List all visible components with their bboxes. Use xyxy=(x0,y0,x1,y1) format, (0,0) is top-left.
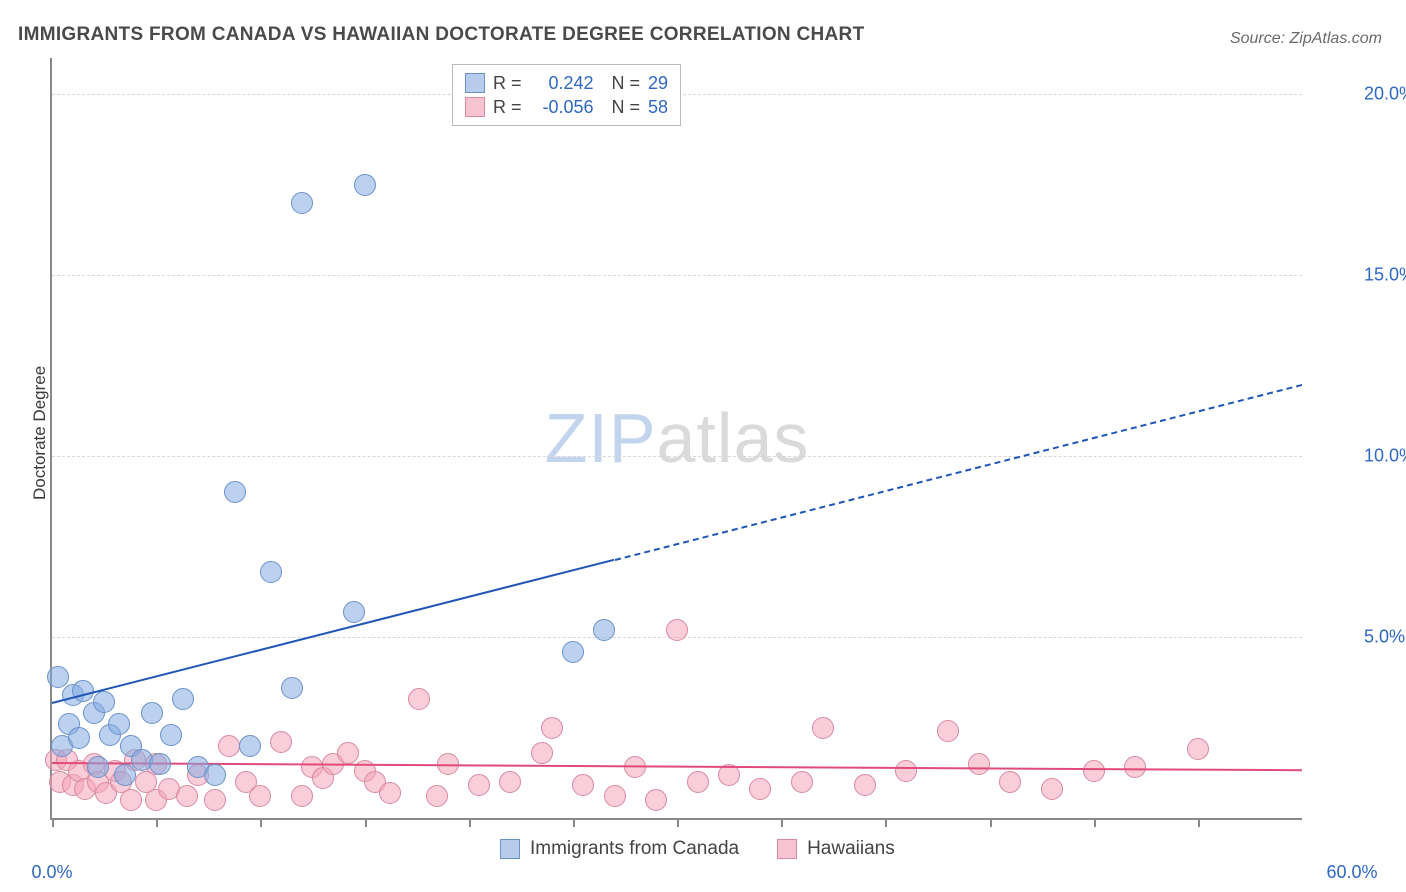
data-point xyxy=(645,789,667,811)
y-tick-label: 15.0% xyxy=(1364,265,1406,286)
data-point xyxy=(291,785,313,807)
legend-swatch xyxy=(500,839,520,859)
data-point xyxy=(999,771,1021,793)
source-label: Source: ZipAtlas.com xyxy=(1230,30,1382,48)
data-point xyxy=(749,778,771,800)
data-point xyxy=(68,727,90,749)
data-point xyxy=(224,481,246,503)
legend-swatch xyxy=(465,73,485,93)
correlation-legend: R = 0.242 N = 29 R = -0.056 N = 58 xyxy=(452,64,681,126)
legend-label: Immigrants from Canada xyxy=(530,838,739,860)
watermark: ZIPatlas xyxy=(545,398,810,478)
data-point xyxy=(1083,760,1105,782)
data-point xyxy=(379,782,401,804)
x-tick xyxy=(469,818,471,827)
data-point xyxy=(204,789,226,811)
data-point xyxy=(812,717,834,739)
y-axis-label: Doctorate Degree xyxy=(30,366,50,500)
data-point xyxy=(687,771,709,793)
y-tick-label: 5.0% xyxy=(1364,627,1405,648)
data-point xyxy=(149,753,171,775)
data-point xyxy=(172,688,194,710)
n-label: N = xyxy=(612,95,641,119)
data-point xyxy=(87,756,109,778)
data-point xyxy=(270,731,292,753)
trend-line xyxy=(614,384,1302,561)
trend-line xyxy=(52,559,615,704)
data-point xyxy=(291,192,313,214)
x-origin-label: 0.0% xyxy=(31,862,72,883)
data-point xyxy=(854,774,876,796)
gridline xyxy=(52,275,1302,276)
gridline xyxy=(52,456,1302,457)
r-value: 0.242 xyxy=(530,71,594,95)
data-point xyxy=(541,717,563,739)
data-point xyxy=(666,619,688,641)
series-legend: Immigrants from Canada Hawaiians xyxy=(500,838,923,860)
x-tick xyxy=(52,818,54,827)
data-point xyxy=(176,785,198,807)
x-max-label: 60.0% xyxy=(1326,862,1377,883)
data-point xyxy=(791,771,813,793)
data-point xyxy=(531,742,553,764)
data-point xyxy=(562,641,584,663)
data-point xyxy=(204,764,226,786)
data-point xyxy=(499,771,521,793)
x-tick xyxy=(365,818,367,827)
data-point xyxy=(93,691,115,713)
x-tick xyxy=(156,818,158,827)
y-tick-label: 10.0% xyxy=(1364,446,1406,467)
x-tick xyxy=(677,818,679,827)
x-tick xyxy=(781,818,783,827)
data-point xyxy=(468,774,490,796)
x-tick xyxy=(260,818,262,827)
trend-line xyxy=(52,762,1302,771)
data-point xyxy=(968,753,990,775)
data-point xyxy=(108,713,130,735)
data-point xyxy=(120,789,142,811)
data-point xyxy=(895,760,917,782)
data-point xyxy=(218,735,240,757)
n-label: N = xyxy=(612,71,641,95)
data-point xyxy=(593,619,615,641)
data-point xyxy=(239,735,261,757)
data-point xyxy=(354,174,376,196)
data-point xyxy=(160,724,182,746)
x-tick xyxy=(573,818,575,827)
data-point xyxy=(260,561,282,583)
r-label: R = xyxy=(493,95,522,119)
data-point xyxy=(337,742,359,764)
legend-swatch xyxy=(777,839,797,859)
legend-row: R = 0.242 N = 29 xyxy=(465,71,668,95)
data-point xyxy=(47,666,69,688)
x-tick xyxy=(885,818,887,827)
y-tick-label: 20.0% xyxy=(1364,84,1406,105)
legend-label: Hawaiians xyxy=(807,838,895,860)
x-tick xyxy=(990,818,992,827)
data-point xyxy=(604,785,626,807)
r-label: R = xyxy=(493,71,522,95)
data-point xyxy=(281,677,303,699)
data-point xyxy=(1187,738,1209,760)
data-point xyxy=(141,702,163,724)
plot-area: ZIPatlas 5.0%10.0%15.0%20.0%0.0%60.0% xyxy=(50,58,1302,820)
legend-row: R = -0.056 N = 58 xyxy=(465,95,668,119)
chart-title: IMMIGRANTS FROM CANADA VS HAWAIIAN DOCTO… xyxy=(18,24,865,46)
data-point xyxy=(426,785,448,807)
data-point xyxy=(249,785,271,807)
data-point xyxy=(408,688,430,710)
x-tick xyxy=(1094,818,1096,827)
data-point xyxy=(937,720,959,742)
data-point xyxy=(1041,778,1063,800)
r-value: -0.056 xyxy=(530,95,594,119)
legend-swatch xyxy=(465,97,485,117)
data-point xyxy=(343,601,365,623)
x-tick xyxy=(1198,818,1200,827)
n-value: 58 xyxy=(648,95,668,119)
data-point xyxy=(572,774,594,796)
n-value: 29 xyxy=(648,71,668,95)
